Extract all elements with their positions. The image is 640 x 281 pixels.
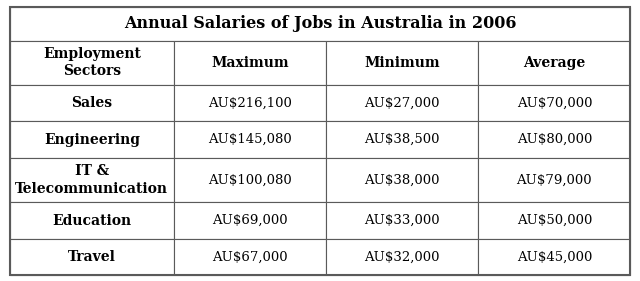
Text: AU$69,000: AU$69,000	[212, 214, 288, 227]
Text: AU$80,000: AU$80,000	[516, 133, 592, 146]
Bar	[174, 239, 326, 275]
Text: Maximum: Maximum	[211, 56, 289, 70]
Text: AU$38,500: AU$38,500	[365, 133, 440, 146]
Text: AU$79,000: AU$79,000	[516, 174, 592, 187]
Text: AU$32,000: AU$32,000	[365, 251, 440, 264]
Text: Average: Average	[524, 56, 586, 70]
Text: IT &
Telecommunication: IT & Telecommunication	[15, 164, 168, 196]
Bar	[326, 121, 478, 158]
Text: Minimum: Minimum	[364, 56, 440, 70]
Bar	[10, 7, 630, 40]
Text: Employment
Sectors: Employment Sectors	[43, 47, 141, 78]
Text: AU$70,000: AU$70,000	[516, 97, 592, 110]
Bar	[478, 202, 630, 239]
Text: Travel: Travel	[68, 250, 116, 264]
Text: AU$100,080: AU$100,080	[208, 174, 292, 187]
Text: Sales: Sales	[71, 96, 113, 110]
Bar	[10, 239, 174, 275]
Bar	[10, 121, 174, 158]
Bar	[174, 40, 326, 85]
Text: AU$67,000: AU$67,000	[212, 251, 288, 264]
Bar	[174, 85, 326, 121]
Bar	[326, 158, 478, 202]
Text: AU$33,000: AU$33,000	[364, 214, 440, 227]
Bar	[10, 202, 174, 239]
Text: AU$27,000: AU$27,000	[365, 97, 440, 110]
Bar	[10, 40, 174, 85]
Bar	[326, 202, 478, 239]
Text: AU$45,000: AU$45,000	[516, 251, 592, 264]
Text: AU$216,100: AU$216,100	[208, 97, 292, 110]
Bar	[478, 239, 630, 275]
Bar	[174, 158, 326, 202]
Bar	[174, 202, 326, 239]
Bar	[10, 85, 174, 121]
Text: Education: Education	[52, 214, 131, 228]
Bar	[478, 121, 630, 158]
Text: AU$145,080: AU$145,080	[208, 133, 292, 146]
Text: Engineering: Engineering	[44, 133, 140, 147]
Bar	[326, 40, 478, 85]
Bar	[478, 158, 630, 202]
Bar	[326, 85, 478, 121]
Bar	[326, 239, 478, 275]
Text: Annual Salaries of Jobs in Australia in 2006: Annual Salaries of Jobs in Australia in …	[124, 15, 516, 32]
Bar	[478, 85, 630, 121]
Bar	[10, 158, 174, 202]
Bar	[174, 121, 326, 158]
Text: AU$50,000: AU$50,000	[516, 214, 592, 227]
Bar	[478, 40, 630, 85]
Text: AU$38,000: AU$38,000	[365, 174, 440, 187]
